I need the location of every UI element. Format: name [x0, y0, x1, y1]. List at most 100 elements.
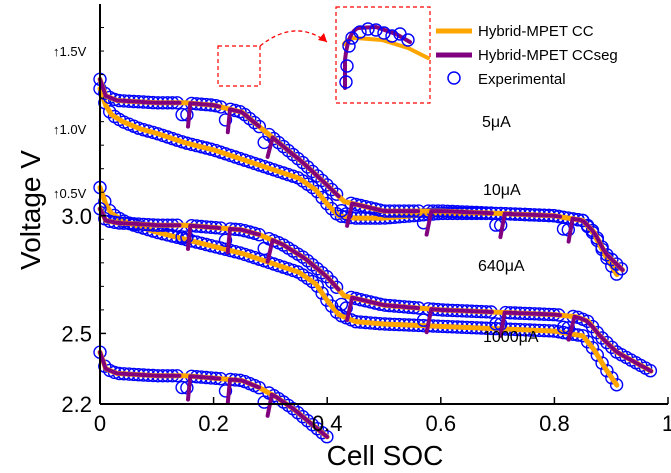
experimental-point [238, 107, 252, 122]
ccseg-line [424, 307, 494, 335]
experimental-point [300, 254, 315, 268]
inset-experimental-point [401, 33, 415, 47]
experimental-point [102, 105, 117, 119]
y-tick-label: 2.2 [61, 392, 92, 417]
experimental-point [315, 426, 329, 440]
experimental-point [556, 320, 571, 334]
experimental-point [339, 207, 353, 221]
experimental-point [315, 286, 329, 300]
legend-label-ccseg: Hybrid-MPET CCseg [478, 47, 618, 64]
plot-area [93, 72, 658, 444]
zoom-arrow-head [318, 33, 327, 42]
experimental-point [267, 131, 281, 146]
series-10-a [93, 72, 629, 276]
legend-label-exp: Experimental [478, 71, 566, 88]
ccseg-line [98, 206, 182, 228]
ccseg-line [498, 211, 563, 240]
experimental-point [605, 252, 619, 267]
experimental-point [595, 356, 609, 370]
experimental-point [320, 178, 334, 192]
experimental-point [262, 127, 276, 142]
experimental-point [585, 341, 600, 355]
ccseg-line [225, 107, 261, 135]
inset-experimental-point [353, 25, 367, 39]
experimental-point [281, 143, 295, 158]
experimental-point [296, 155, 310, 170]
experimental-point [585, 223, 600, 238]
experimental-point [595, 240, 609, 254]
experimental-point [329, 280, 344, 294]
experimental-point [600, 364, 614, 378]
y-axis-title: Voltage V [15, 150, 46, 270]
ccseg-line [265, 135, 341, 199]
ccseg-line [186, 223, 222, 251]
zoom-source-box [217, 45, 261, 87]
annotation-5ua: 5μA [482, 114, 511, 131]
experimental-point [609, 378, 624, 392]
x-tick-label: 0.6 [426, 411, 457, 436]
experimental-point [218, 113, 233, 127]
legend-label-cc: Hybrid-MPET CC [478, 23, 594, 40]
zoom-inset-box [335, 6, 431, 104]
experimental-point [291, 406, 305, 420]
experimental-point [252, 119, 266, 134]
offset-label-1.5v: ↑1.5V [53, 44, 87, 59]
inset-experimental-point [377, 26, 391, 40]
ccseg-line [265, 238, 341, 292]
experimental-point [218, 233, 233, 248]
x-tick-label: 1 [662, 411, 671, 436]
series-640-a [93, 81, 624, 281]
experimental-point [305, 258, 320, 272]
axis-ticks: 0 0.2 0.4 0.6 0.8 1 2.2 2.5 3.0 [61, 27, 671, 436]
experimental-point [305, 164, 320, 179]
experimental-point [329, 187, 344, 201]
experimental-point [300, 414, 315, 428]
experimental-point [310, 422, 324, 436]
offset-label-0.5v: ↑0.5V [53, 186, 87, 201]
experimental-point [600, 248, 614, 262]
ccseg-line [225, 377, 261, 405]
ccseg-line [98, 350, 182, 378]
experimental-point [605, 340, 619, 354]
inset-experimental-point [342, 39, 356, 53]
inset-experimental-point [340, 59, 354, 73]
zoom-arrow [259, 30, 328, 47]
legend: Hybrid-MPET CC Hybrid-MPET CCseg Experim… [436, 23, 618, 88]
experimental-point [325, 201, 339, 216]
ccseg-line [566, 314, 653, 374]
experimental-point [286, 402, 300, 416]
experimental-point [305, 274, 320, 289]
ccseg-line [566, 216, 625, 272]
inset-experimental-point [385, 29, 399, 43]
offset-label-1.0v: ↑1.0V [53, 122, 87, 137]
ccseg-line [345, 295, 421, 322]
experimental-point [595, 331, 609, 345]
experimental-point [590, 348, 604, 362]
experimental-point [600, 335, 614, 350]
zoom-inset [339, 22, 430, 90]
x-tick-label: 0.4 [312, 411, 343, 436]
annotation-10ua: 10μA [483, 182, 521, 199]
experimental-point [286, 147, 300, 162]
annotation-1000ua: 1000μA [483, 329, 539, 346]
experimental-point [310, 169, 324, 183]
inset-experimental-point [339, 75, 353, 89]
experimental-point [609, 257, 624, 271]
experimental-point [580, 218, 595, 233]
ccseg-line [498, 310, 563, 338]
ccseg-line [186, 101, 222, 129]
x-axis-title: Cell SOC [327, 440, 444, 471]
ccseg-line [345, 201, 421, 228]
ccseg-line [186, 374, 222, 402]
annotation-640ua: 640μA [478, 258, 525, 275]
ccseg-line [424, 209, 494, 237]
experimental-point [310, 279, 324, 293]
experimental-point [300, 160, 315, 174]
inset-experimental-point [369, 23, 383, 37]
x-tick-label: 0 [94, 411, 106, 436]
y-tick-label: 3.0 [61, 204, 92, 229]
experimental-point [310, 262, 324, 276]
cc-line [97, 86, 620, 278]
experimental-point [242, 111, 257, 126]
